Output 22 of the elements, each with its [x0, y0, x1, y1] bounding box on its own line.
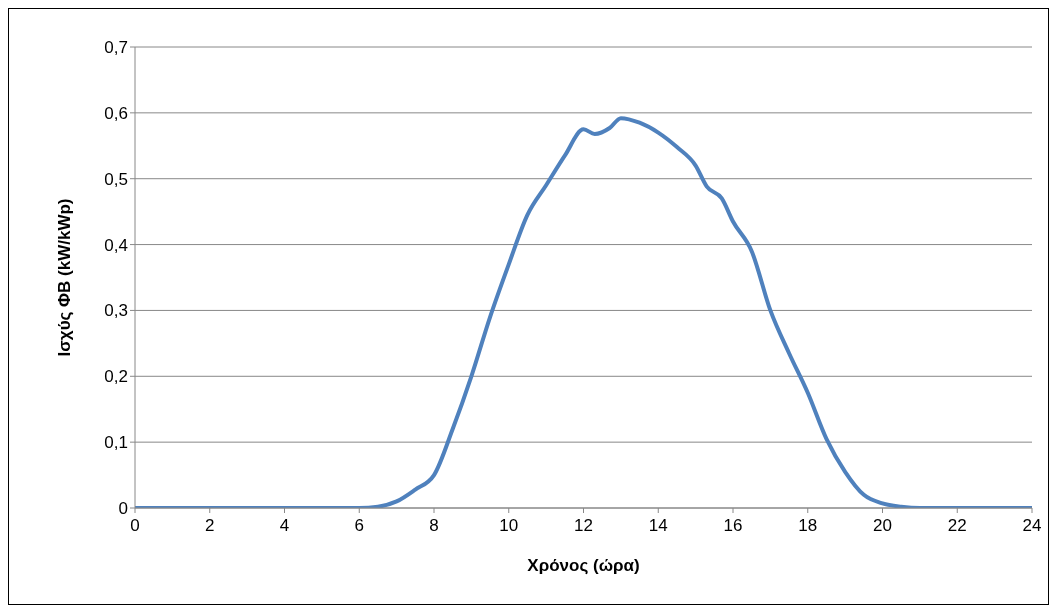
- x-tick-label: 4: [279, 516, 290, 536]
- y-tick-label: 0,5: [104, 169, 128, 189]
- y-tick-label: 0,2: [104, 367, 128, 387]
- x-tick-label: 18: [798, 516, 818, 536]
- y-tick-label: 0: [118, 499, 128, 519]
- x-tick-label: 24: [1022, 516, 1042, 536]
- x-axis-title: Χρόνος (ώρα): [527, 556, 640, 575]
- x-tick-label: 10: [499, 516, 519, 536]
- y-tick-label: 0,4: [104, 235, 128, 255]
- y-tick-label: 0,6: [104, 103, 128, 123]
- y-axis-title: Ισχύς ΦΒ (kW/kWp): [55, 198, 75, 357]
- x-tick-label: 12: [574, 516, 593, 536]
- x-tick-label: 6: [354, 516, 364, 536]
- x-tick-label: 2: [205, 516, 215, 536]
- y-tick-label: 0,3: [104, 301, 128, 321]
- y-tick-label: 0,1: [104, 433, 128, 453]
- x-tick-label: 14: [648, 516, 668, 536]
- x-tick-label: 20: [873, 516, 892, 536]
- x-tick-label: 8: [429, 516, 439, 536]
- x-tick-label: 22: [947, 516, 967, 536]
- x-tick-label: 16: [723, 516, 743, 536]
- y-tick-label: 0,7: [104, 38, 128, 58]
